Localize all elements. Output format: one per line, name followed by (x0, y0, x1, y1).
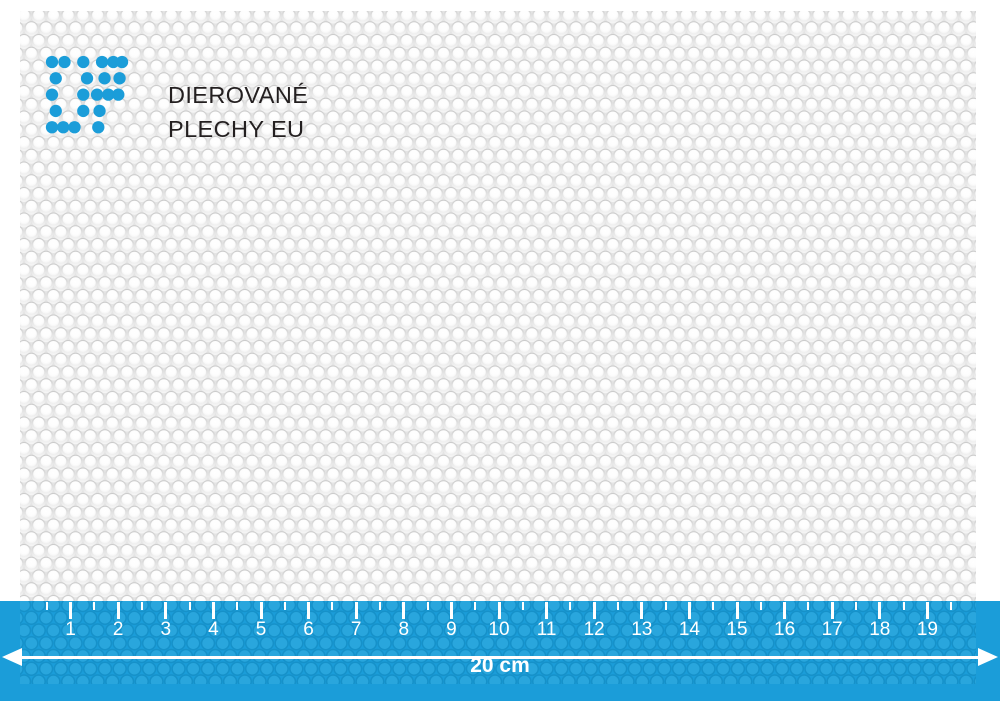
ruler-major-tick (354, 602, 358, 619)
ruler-major-tick (592, 602, 596, 619)
ruler-major-tick (211, 602, 215, 619)
ruler-minor-tick (236, 602, 239, 610)
ruler-minor-tick (426, 602, 429, 610)
ruler-major-tick (878, 602, 882, 619)
ruler-major-tick (259, 602, 263, 619)
ruler-tick-label: 4 (208, 619, 219, 640)
ruler-tick-label: 7 (350, 619, 362, 640)
dimension-arrow-line (0, 647, 1000, 669)
ruler-tick-label: 1 (65, 619, 76, 640)
logo-line-2: PLECHY EU (168, 116, 305, 142)
ruler-major-tick (925, 602, 929, 619)
ruler-minor-tick (141, 602, 143, 610)
ruler-pattern-svg (20, 601, 976, 684)
company-logo-text: DIEROVANÉ PLECHY EU (168, 78, 348, 146)
ruler-tick-label: 9 (446, 619, 457, 640)
perforation-field (20, 11, 976, 601)
ruler-major-tick (640, 602, 644, 619)
ruler-minor-tick (474, 602, 477, 610)
ruler-minor-tick (617, 602, 619, 610)
ruler-major-tick (735, 602, 739, 619)
ruler-tick-label: 17 (821, 619, 843, 640)
ruler-tick-label: 12 (583, 619, 605, 640)
ruler-minor-tick (331, 602, 334, 610)
ruler-tick-label: 19 (916, 619, 938, 640)
ruler-minor-tick (902, 602, 905, 610)
ruler-tick-label: 10 (488, 619, 510, 640)
ruler-minor-tick (807, 602, 810, 610)
ruler-minor-tick (664, 602, 667, 610)
ruler-major-tick (69, 602, 73, 619)
ruler-major-tick (545, 602, 549, 619)
logo-line-1: DIEROVANÉ (168, 82, 309, 108)
ruler-minor-tick (188, 602, 191, 610)
ruler-perforation-pattern (20, 601, 976, 684)
ruler-minor-tick (950, 602, 953, 610)
ruler-major-tick (830, 602, 834, 619)
ruler-minor-tick (569, 602, 572, 610)
ruler-tick-label: 3 (160, 619, 172, 640)
ruler-tick-label: 13 (631, 619, 653, 640)
perforated-sheet: DIEROVANÉ PLECHY EU (20, 11, 976, 601)
ruler-major-tick (449, 602, 453, 619)
ruler-tick-label: 18 (869, 619, 891, 640)
dimension-line (18, 656, 982, 659)
arrow-left-icon (2, 648, 22, 666)
scale-ruler: 1 2 3 4 5 6 7 8 9 10 11 12 13 14 15 16 17 18 19 20 cm (0, 601, 1000, 701)
ruler-minor-tick (283, 602, 286, 610)
company-logo: DIEROVANÉ PLECHY EU (44, 54, 334, 148)
ruler-minor-tick (712, 602, 715, 610)
ruler-tick-label: 14 (678, 619, 700, 640)
ruler-tick-label: 8 (398, 619, 410, 640)
ruler-tick-label: 15 (726, 619, 748, 640)
ruler-tick-label: 11 (536, 619, 557, 640)
ruler-major-tick (687, 602, 691, 619)
ruler-tick-marks: 1 2 3 4 5 6 7 8 9 10 11 12 13 14 15 16 17 18 19 (0, 601, 1000, 651)
ruler-major-tick (164, 602, 168, 619)
ruler-tick-label: 16 (774, 619, 796, 640)
ruler-major-tick (402, 602, 406, 619)
ruler-minor-tick (759, 602, 762, 610)
ruler-tick-label: 2 (112, 619, 124, 640)
perforation-pattern (20, 11, 976, 601)
ruler-major-tick (116, 602, 120, 619)
dp-dot-logo-icon (45, 55, 129, 134)
total-length-label: 20 cm (470, 654, 530, 677)
arrow-right-icon (978, 648, 998, 666)
ruler-minor-tick (93, 602, 96, 610)
ruler-minor-tick (855, 602, 857, 610)
ruler-minor-tick (379, 602, 381, 610)
ruler-major-tick (307, 602, 311, 619)
ruler-minor-tick (45, 602, 48, 610)
ruler-major-tick (497, 602, 501, 619)
ruler-tick-label: 6 (303, 619, 314, 640)
ruler-minor-tick (521, 602, 524, 610)
ruler-major-tick (783, 602, 787, 619)
ruler-tick-label: 5 (255, 619, 267, 640)
